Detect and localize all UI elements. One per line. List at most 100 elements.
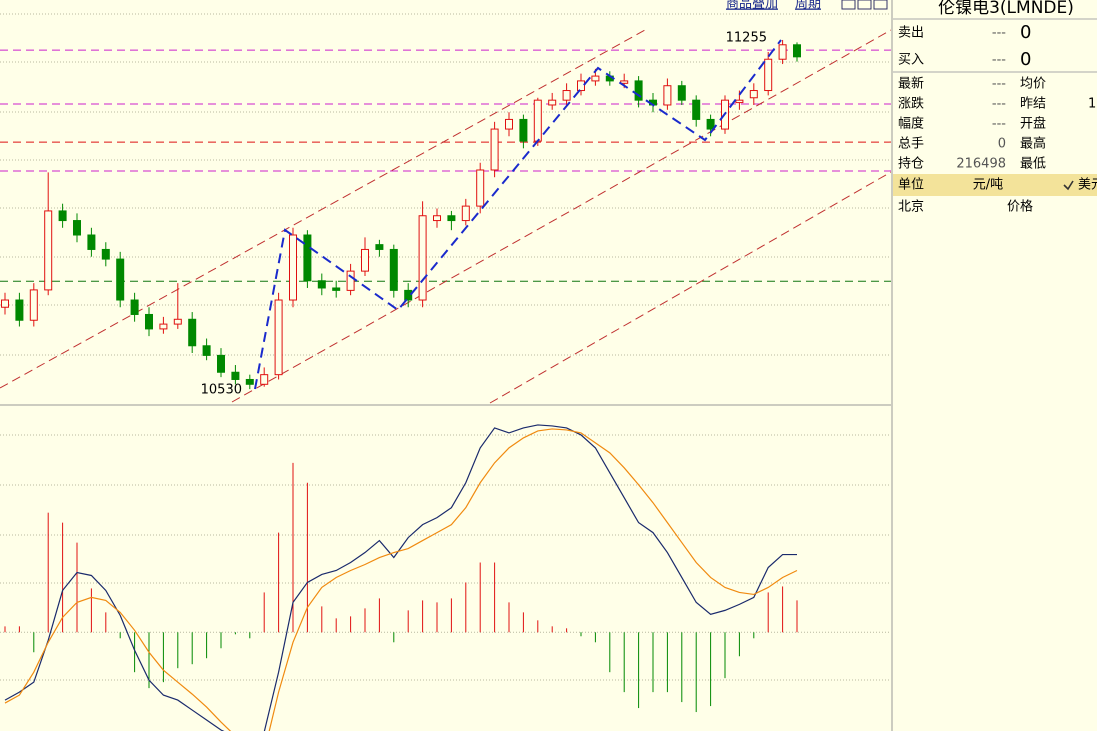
candle-body xyxy=(476,169,485,207)
dif-line xyxy=(4,424,797,731)
candle-body xyxy=(130,299,139,315)
panel-cell: 总手 xyxy=(898,137,924,152)
panel-cell: 北京 xyxy=(898,200,924,215)
panel-cell: 持仓 xyxy=(898,157,924,172)
candle-body xyxy=(87,234,96,250)
panel-cell: 单位 xyxy=(898,178,924,193)
candle-body xyxy=(245,378,254,385)
candle-body xyxy=(173,318,182,325)
candle-body xyxy=(231,371,240,380)
macd-panel xyxy=(4,424,798,731)
candle-body xyxy=(375,244,384,250)
panel-cell: 0 xyxy=(1020,49,1031,70)
panel-cell: --- xyxy=(992,77,1006,92)
nav-zoom[interactable] xyxy=(873,0,888,10)
candle-body xyxy=(562,90,571,101)
panel-cell: 最低 xyxy=(1020,157,1046,172)
unit-row-bg xyxy=(893,174,1097,196)
candle-body xyxy=(159,323,168,330)
candle-body xyxy=(116,258,125,301)
panel-cell: 最高 xyxy=(1020,136,1046,152)
period-button[interactable]: 周期 xyxy=(795,0,821,12)
panel-title: 伦镍电3(LMNDE) xyxy=(938,0,1074,18)
candle-body xyxy=(505,118,513,130)
panel-cell: 均价 xyxy=(1020,77,1046,92)
low-label: 10530 xyxy=(201,383,242,398)
panel-cell: 1 xyxy=(1088,97,1096,112)
dea-line xyxy=(4,428,798,731)
candle-body xyxy=(346,270,355,291)
candle-body xyxy=(577,80,585,92)
overlay-button[interactable]: 商品叠加 xyxy=(726,0,778,12)
candle-body xyxy=(692,99,701,120)
panel-cell: 买入 xyxy=(898,53,924,68)
panel-cell: 价格 xyxy=(1007,199,1033,215)
candle-body xyxy=(15,299,24,321)
candle-body xyxy=(73,220,81,236)
panel-cell: 涨跌 xyxy=(898,96,924,112)
candle-body xyxy=(706,118,715,130)
candle-body xyxy=(591,75,600,82)
panel-cell: 幅度 xyxy=(898,116,924,132)
candle-body xyxy=(101,248,110,260)
candle-body xyxy=(749,90,758,99)
candle-body xyxy=(490,128,499,171)
levels xyxy=(0,49,891,282)
candle-body xyxy=(677,85,686,101)
check-icon[interactable] xyxy=(1063,180,1074,191)
candle-body xyxy=(735,99,744,104)
candle-body xyxy=(634,80,643,101)
candle-body xyxy=(533,99,542,142)
candle-body xyxy=(317,280,326,289)
candle-body xyxy=(202,345,211,356)
candle-body xyxy=(1,299,9,308)
candle-body xyxy=(418,215,427,301)
toolbar: 商品叠加 周期 xyxy=(726,0,888,12)
candle-body xyxy=(29,289,38,321)
candles xyxy=(1,39,801,390)
candle-body xyxy=(519,118,528,142)
nav-left[interactable] xyxy=(841,0,856,10)
candle-body xyxy=(663,85,672,106)
panel-cell: 最新 xyxy=(898,76,924,92)
candle-body xyxy=(188,318,197,347)
panel-cell: --- xyxy=(992,97,1006,112)
candle-body xyxy=(58,210,67,222)
candle-body xyxy=(361,248,369,272)
candle-body xyxy=(389,248,398,291)
candle-body xyxy=(447,215,456,222)
panel-cell: 昨结 xyxy=(1020,97,1046,112)
panel-cell: --- xyxy=(992,53,1006,68)
candle-body xyxy=(274,299,283,376)
high-label: 11255 xyxy=(726,31,767,46)
panel-cell: 美元 xyxy=(1078,178,1097,193)
candle-body xyxy=(217,354,225,373)
zigzag xyxy=(254,39,782,390)
candle-body xyxy=(433,215,441,222)
price-panel: 11255 10530 xyxy=(0,29,891,404)
panel-cell: 卖出 xyxy=(898,26,924,41)
candle-body xyxy=(44,210,53,291)
panel-cell: 0 xyxy=(998,137,1006,152)
candle-body xyxy=(404,289,413,301)
panel-cell: 元/吨 xyxy=(973,178,1003,193)
candle-body xyxy=(764,58,773,92)
candle-body xyxy=(461,205,470,222)
candle-body xyxy=(303,234,312,282)
candle-body xyxy=(793,44,801,58)
panel-cell: 开盘 xyxy=(1020,116,1046,132)
panel-cell: --- xyxy=(992,117,1006,132)
candle-body xyxy=(145,313,153,330)
panel-cell: --- xyxy=(992,26,1006,41)
candle-body xyxy=(548,99,557,106)
grid xyxy=(0,13,891,681)
candle-body xyxy=(332,287,341,291)
panel-cell: 0 xyxy=(1020,22,1031,43)
nav-right[interactable] xyxy=(857,0,872,10)
candle-body xyxy=(260,374,269,385)
panel-cell: 216498 xyxy=(956,157,1006,172)
candle-body xyxy=(778,44,787,60)
channel-lines xyxy=(0,29,891,404)
